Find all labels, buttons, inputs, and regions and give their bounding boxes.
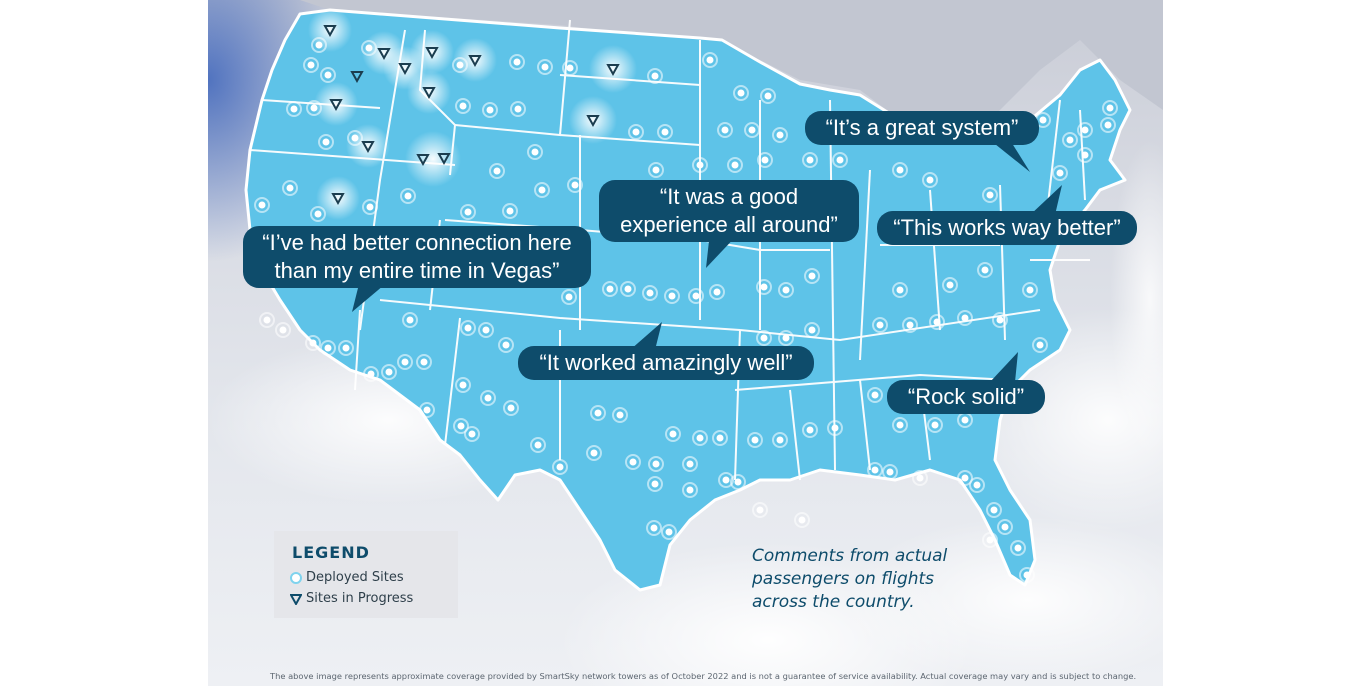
bubble-text: than my entire time in Vegas” xyxy=(274,258,560,283)
in-progress-site-icon xyxy=(290,593,302,605)
us-mainland xyxy=(244,8,1132,592)
caption: Comments from actual passengers on fligh… xyxy=(752,545,947,614)
bubble-great-system: “It’s a great system” xyxy=(805,111,1039,145)
bubble-text: “Rock solid” xyxy=(907,384,1025,409)
legend-label: Sites in Progress xyxy=(306,591,414,606)
bubble-rock-solid: “Rock solid” xyxy=(887,380,1045,414)
bubble-text: “I’ve had better connection here xyxy=(262,230,572,255)
legend: LEGEND Deployed Sites Sites in Progress xyxy=(274,531,458,618)
legend-item-in-progress: Sites in Progress xyxy=(290,591,413,606)
bubble-text: “It worked amazingly well” xyxy=(539,350,793,375)
bubble-text: “It’s a great system” xyxy=(825,115,1019,140)
caption-line: Comments from actual xyxy=(752,546,948,566)
bubble-text: “It was a good xyxy=(659,184,799,209)
deployed-sites xyxy=(254,37,1118,583)
disclaimer: The above image represents approximate c… xyxy=(270,671,1137,681)
in-progress-sites xyxy=(323,25,620,206)
caption-line: passengers on flights xyxy=(752,569,935,589)
bubble-text: “This works way better” xyxy=(893,215,1121,240)
bubble-good-experience: “It was a good experience all around” xyxy=(599,180,859,242)
bubble-vegas: “I’ve had better connection here than my… xyxy=(243,226,591,288)
legend-label: Deployed Sites xyxy=(306,570,404,585)
legend-title: LEGEND xyxy=(292,543,370,562)
bubble-amazingly-well: “It worked amazingly well” xyxy=(518,346,814,380)
legend-item-deployed: Deployed Sites xyxy=(290,570,404,585)
bubble-text: experience all around” xyxy=(620,212,838,237)
caption-line: across the country. xyxy=(752,592,915,612)
deployed-site-icon xyxy=(290,571,302,584)
bubble-works-better: “This works way better” xyxy=(877,211,1137,245)
